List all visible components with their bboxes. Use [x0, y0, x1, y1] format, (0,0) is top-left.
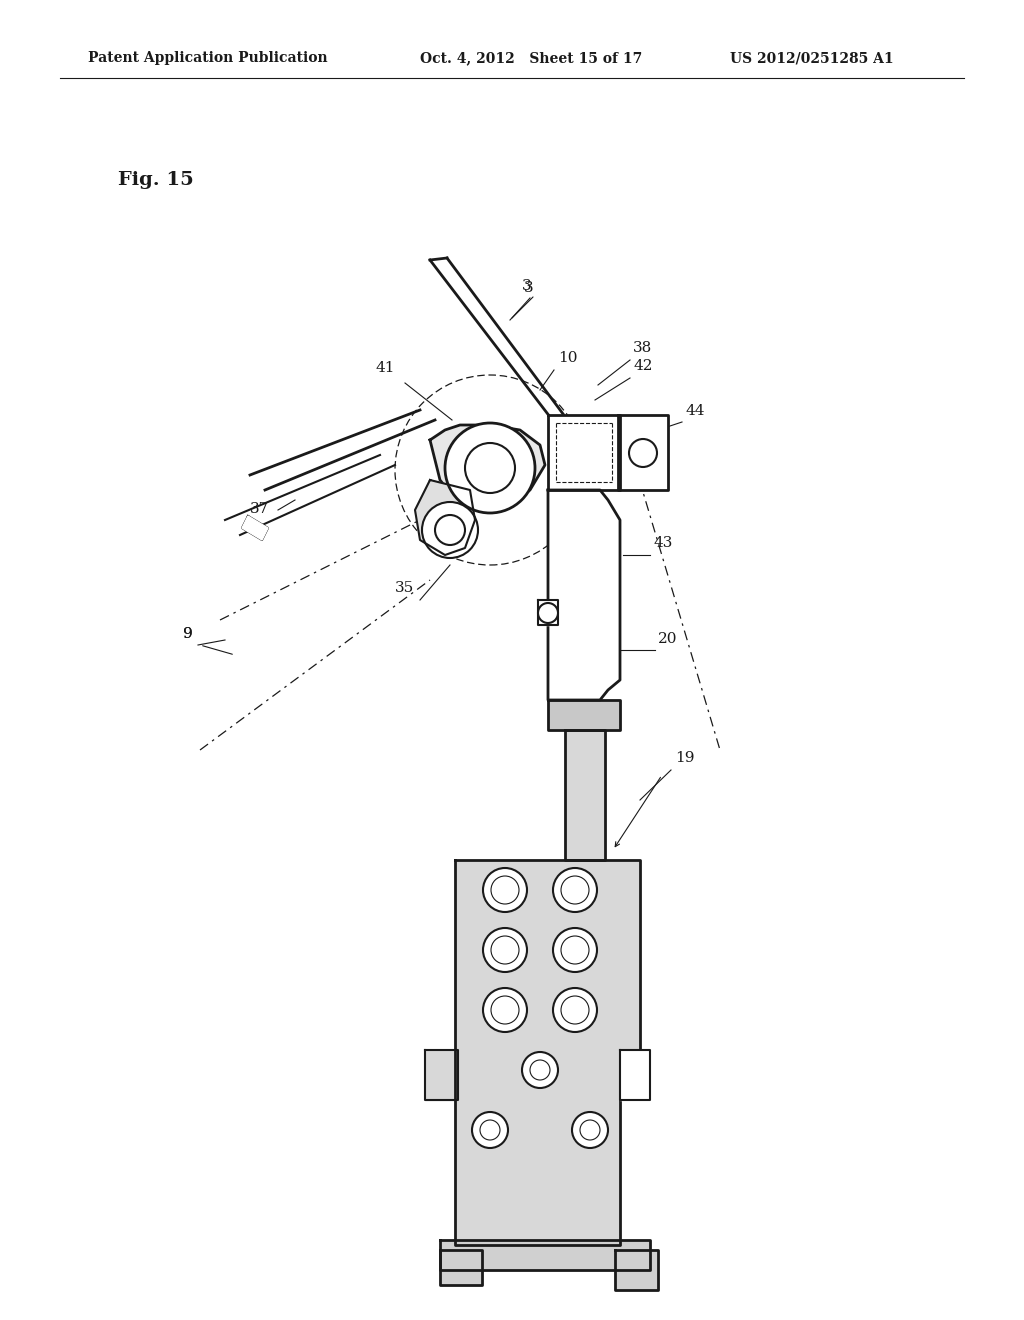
Polygon shape	[618, 414, 668, 490]
Text: 9: 9	[183, 627, 193, 642]
Text: 3: 3	[524, 281, 534, 294]
Circle shape	[538, 603, 558, 623]
Circle shape	[553, 869, 597, 912]
Text: 44: 44	[686, 404, 706, 418]
Circle shape	[553, 987, 597, 1032]
Text: 43: 43	[653, 536, 673, 550]
Text: 35: 35	[395, 581, 415, 595]
Circle shape	[522, 1052, 558, 1088]
Polygon shape	[548, 700, 620, 730]
Polygon shape	[430, 425, 545, 510]
Polygon shape	[620, 1049, 650, 1100]
Polygon shape	[242, 516, 268, 540]
Polygon shape	[538, 601, 558, 624]
Circle shape	[483, 928, 527, 972]
Polygon shape	[425, 1049, 458, 1100]
Circle shape	[483, 987, 527, 1032]
Circle shape	[483, 869, 527, 912]
Text: 37: 37	[250, 502, 269, 516]
Polygon shape	[548, 490, 620, 700]
Text: US 2012/0251285 A1: US 2012/0251285 A1	[730, 51, 894, 65]
Text: 42: 42	[633, 359, 652, 374]
Text: 19: 19	[675, 751, 694, 766]
Text: Oct. 4, 2012   Sheet 15 of 17: Oct. 4, 2012 Sheet 15 of 17	[420, 51, 642, 65]
Circle shape	[472, 1111, 508, 1148]
Polygon shape	[440, 1239, 650, 1270]
Text: Patent Application Publication: Patent Application Publication	[88, 51, 328, 65]
Circle shape	[629, 440, 657, 467]
Polygon shape	[455, 861, 640, 1245]
Circle shape	[572, 1111, 608, 1148]
Text: 34: 34	[455, 532, 474, 546]
Text: Fig. 15: Fig. 15	[118, 172, 194, 189]
Text: 3: 3	[522, 279, 531, 293]
Circle shape	[445, 422, 535, 513]
Text: 9: 9	[183, 627, 193, 642]
Text: 41: 41	[375, 360, 394, 375]
Polygon shape	[548, 414, 620, 490]
Polygon shape	[440, 1250, 482, 1284]
Text: 10: 10	[558, 351, 578, 366]
Circle shape	[553, 928, 597, 972]
Polygon shape	[415, 480, 475, 554]
Text: 20: 20	[658, 632, 678, 645]
Text: 38: 38	[633, 341, 652, 355]
Polygon shape	[565, 730, 605, 861]
Circle shape	[422, 502, 478, 558]
Polygon shape	[615, 1250, 658, 1290]
